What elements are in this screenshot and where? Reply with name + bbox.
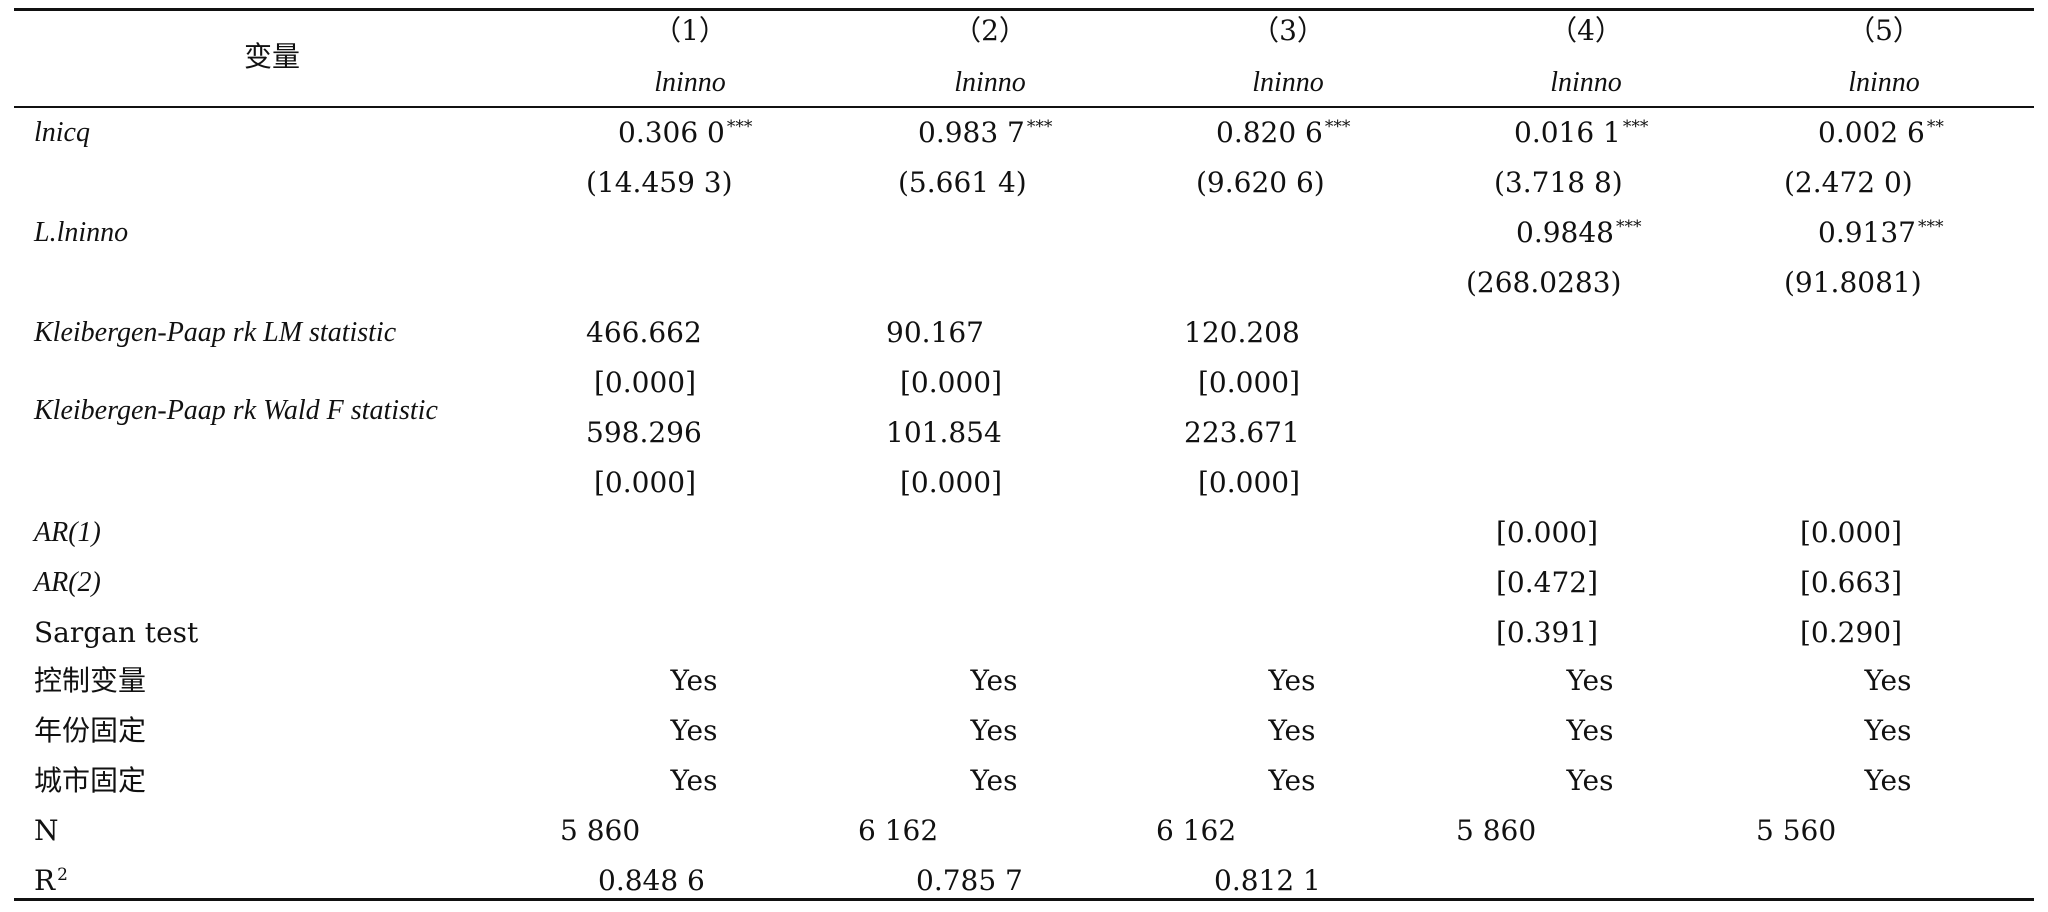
p-value: [0.000]: [594, 466, 697, 499]
coef-value: 0.9137: [1818, 216, 1916, 249]
coef-value: 0.983 7: [918, 116, 1025, 149]
variable-header: 变量: [244, 40, 301, 73]
stat-value: 598.296: [586, 416, 702, 449]
p-value: [0.000]: [900, 466, 1003, 499]
yes-cell: Yes: [1566, 714, 1614, 747]
row-label-n: N: [34, 814, 59, 847]
r2-value: 0.812 1: [1214, 864, 1321, 897]
t-stat: (268.0283): [1466, 266, 1622, 299]
significance-stars: ***: [726, 116, 753, 137]
p-value: [0.000]: [1800, 516, 1903, 549]
significance-stars: ***: [1622, 116, 1649, 137]
r2-base: R: [34, 864, 56, 897]
p-value: [0.391]: [1496, 616, 1599, 649]
t-stat: (5.661 4): [898, 166, 1027, 199]
coef-value: 0.002 6: [1818, 116, 1925, 149]
coef-cell: 0.002 6 **: [1818, 116, 1944, 150]
yes-cell: Yes: [1864, 764, 1912, 797]
t-stat: (91.8081): [1784, 266, 1922, 299]
row-label-city-fe: 城市固定: [34, 764, 147, 797]
stat-value: 101.854: [886, 416, 1002, 449]
yes-cell: Yes: [1268, 714, 1316, 747]
coef-cell: 0.820 6 ***: [1216, 116, 1350, 150]
p-value: [0.000]: [1198, 466, 1301, 499]
column-dependent-variable: lninno: [654, 67, 726, 98]
column-number: （1）: [653, 14, 727, 47]
coef-value: 0.9848: [1516, 216, 1614, 249]
observations: 5 860: [1456, 814, 1537, 847]
coef-cell: 0.9848 ***: [1516, 216, 1641, 250]
row-label-sargan: Sargan test: [34, 616, 199, 649]
p-value: [0.000]: [1198, 366, 1301, 399]
significance-stars: **: [1926, 116, 1944, 137]
coef-cell: 0.306 0 ***: [618, 116, 752, 150]
coef-cell: 0.016 1 ***: [1514, 116, 1648, 150]
column-number: （3）: [1251, 14, 1325, 47]
header-rule: [14, 106, 2034, 108]
yes-cell: Yes: [1864, 664, 1912, 697]
p-value: [0.472]: [1496, 566, 1599, 599]
column-number: （2）: [953, 14, 1027, 47]
yes-cell: Yes: [1268, 664, 1316, 697]
significance-stars: ***: [1324, 116, 1351, 137]
yes-cell: Yes: [970, 764, 1018, 797]
r2-value: 0.785 7: [916, 864, 1023, 897]
row-label-year-fe: 年份固定: [34, 714, 147, 747]
row-label-lnicq: lnicq: [34, 117, 90, 148]
column-dependent-variable: lninno: [1252, 67, 1324, 98]
observations: 5 560: [1756, 814, 1837, 847]
column-number: （5）: [1847, 14, 1921, 47]
coef-cell: 0.983 7 ***: [918, 116, 1052, 150]
column-dependent-variable: lninno: [1550, 67, 1622, 98]
yes-cell: Yes: [1566, 664, 1614, 697]
p-value: [0.000]: [1496, 516, 1599, 549]
observations: 6 162: [858, 814, 939, 847]
t-stat: (9.620 6): [1196, 166, 1325, 199]
column-number: （4）: [1549, 14, 1623, 47]
top-rule: [14, 8, 2034, 11]
r2-superscript: 2: [57, 864, 68, 885]
yes-cell: Yes: [970, 714, 1018, 747]
row-label-ar1: AR(1): [34, 517, 101, 548]
yes-cell: Yes: [1566, 764, 1614, 797]
row-label-lag-lninno: L.lninno: [34, 217, 129, 248]
row-label-kp-lm: Kleibergen-Paap rk LM statistic: [34, 317, 397, 348]
coef-value: 0.306 0: [618, 116, 725, 149]
t-stat: (2.472 0): [1784, 166, 1913, 199]
significance-stars: ***: [1615, 216, 1642, 237]
stat-value: 90.167: [886, 316, 984, 349]
p-value: [0.000]: [900, 366, 1003, 399]
observations: 5 860: [560, 814, 641, 847]
observations: 6 162: [1156, 814, 1237, 847]
t-stat: (14.459 3): [586, 166, 733, 199]
significance-stars: ***: [1917, 216, 1944, 237]
yes-cell: Yes: [670, 714, 718, 747]
coef-value: 0.016 1: [1514, 116, 1621, 149]
t-stat: (3.718 8): [1494, 166, 1623, 199]
coef-cell: 0.9137 ***: [1818, 216, 1943, 250]
row-label-controls: 控制变量: [34, 664, 147, 697]
p-value: [0.000]: [594, 366, 697, 399]
significance-stars: ***: [1026, 116, 1053, 137]
row-label-kp-wald: Kleibergen-Paap rk Wald F statistic: [34, 395, 438, 426]
column-dependent-variable: lninno: [1848, 67, 1920, 98]
r2-value: 0.848 6: [598, 864, 705, 897]
p-value: [0.290]: [1800, 616, 1903, 649]
p-value: [0.663]: [1800, 566, 1903, 599]
yes-cell: Yes: [670, 664, 718, 697]
yes-cell: Yes: [970, 664, 1018, 697]
yes-cell: Yes: [1864, 714, 1912, 747]
yes-cell: Yes: [670, 764, 718, 797]
coef-value: 0.820 6: [1216, 116, 1323, 149]
yes-cell: Yes: [1268, 764, 1316, 797]
stat-value: 120.208: [1184, 316, 1300, 349]
stat-value: 466.662: [586, 316, 702, 349]
column-dependent-variable: lninno: [954, 67, 1026, 98]
bottom-rule: [14, 898, 2034, 901]
stat-value: 223.671: [1184, 416, 1300, 449]
row-label-ar2: AR(2): [34, 567, 101, 598]
